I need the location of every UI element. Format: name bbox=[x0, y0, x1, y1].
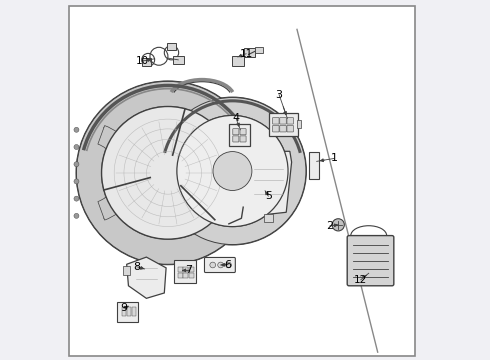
Text: 3: 3 bbox=[275, 90, 283, 100]
Circle shape bbox=[74, 179, 79, 184]
Circle shape bbox=[177, 116, 288, 226]
FancyBboxPatch shape bbox=[117, 302, 139, 321]
FancyBboxPatch shape bbox=[287, 118, 294, 124]
FancyBboxPatch shape bbox=[177, 267, 183, 272]
Circle shape bbox=[74, 162, 79, 167]
FancyBboxPatch shape bbox=[183, 273, 188, 278]
FancyBboxPatch shape bbox=[233, 129, 239, 135]
FancyBboxPatch shape bbox=[172, 55, 184, 64]
FancyBboxPatch shape bbox=[189, 273, 194, 278]
FancyBboxPatch shape bbox=[122, 307, 126, 316]
FancyBboxPatch shape bbox=[142, 58, 151, 66]
Circle shape bbox=[218, 262, 223, 268]
FancyBboxPatch shape bbox=[272, 118, 279, 124]
FancyBboxPatch shape bbox=[287, 126, 294, 132]
FancyBboxPatch shape bbox=[296, 121, 301, 129]
FancyBboxPatch shape bbox=[264, 214, 273, 222]
FancyBboxPatch shape bbox=[240, 136, 246, 142]
FancyBboxPatch shape bbox=[272, 126, 279, 132]
Text: 8: 8 bbox=[133, 262, 140, 272]
FancyBboxPatch shape bbox=[233, 136, 239, 142]
Polygon shape bbox=[126, 257, 166, 298]
FancyBboxPatch shape bbox=[228, 125, 250, 146]
Circle shape bbox=[332, 219, 344, 231]
Wedge shape bbox=[159, 98, 306, 244]
Text: 12: 12 bbox=[354, 275, 368, 285]
FancyBboxPatch shape bbox=[347, 235, 394, 286]
FancyBboxPatch shape bbox=[309, 152, 319, 179]
FancyBboxPatch shape bbox=[204, 257, 235, 273]
Text: 5: 5 bbox=[265, 191, 272, 201]
Polygon shape bbox=[245, 151, 292, 216]
Wedge shape bbox=[76, 81, 259, 264]
Text: 6: 6 bbox=[224, 260, 232, 270]
Text: 11: 11 bbox=[240, 49, 253, 59]
Circle shape bbox=[225, 262, 231, 268]
Circle shape bbox=[74, 196, 79, 201]
FancyBboxPatch shape bbox=[126, 307, 131, 316]
FancyBboxPatch shape bbox=[240, 129, 246, 135]
Circle shape bbox=[74, 213, 79, 219]
Circle shape bbox=[210, 262, 216, 268]
FancyBboxPatch shape bbox=[177, 273, 183, 278]
Text: 7: 7 bbox=[185, 265, 192, 275]
Text: 9: 9 bbox=[120, 303, 127, 313]
FancyBboxPatch shape bbox=[280, 118, 286, 124]
FancyBboxPatch shape bbox=[132, 307, 136, 316]
Circle shape bbox=[213, 152, 252, 190]
Text: 2: 2 bbox=[326, 221, 334, 231]
FancyBboxPatch shape bbox=[167, 43, 176, 50]
Circle shape bbox=[74, 144, 79, 149]
Circle shape bbox=[74, 127, 79, 132]
Text: 1: 1 bbox=[330, 153, 338, 163]
FancyBboxPatch shape bbox=[232, 55, 244, 66]
Circle shape bbox=[101, 107, 234, 239]
Text: 4: 4 bbox=[232, 113, 240, 123]
FancyBboxPatch shape bbox=[122, 266, 130, 275]
Circle shape bbox=[76, 81, 259, 264]
Wedge shape bbox=[98, 126, 138, 220]
FancyBboxPatch shape bbox=[255, 47, 263, 53]
FancyBboxPatch shape bbox=[245, 48, 255, 57]
FancyBboxPatch shape bbox=[183, 267, 188, 272]
FancyBboxPatch shape bbox=[280, 126, 286, 132]
Circle shape bbox=[159, 98, 306, 244]
FancyBboxPatch shape bbox=[189, 267, 194, 272]
Text: 10: 10 bbox=[136, 56, 149, 66]
FancyBboxPatch shape bbox=[269, 113, 298, 136]
FancyBboxPatch shape bbox=[174, 260, 196, 283]
